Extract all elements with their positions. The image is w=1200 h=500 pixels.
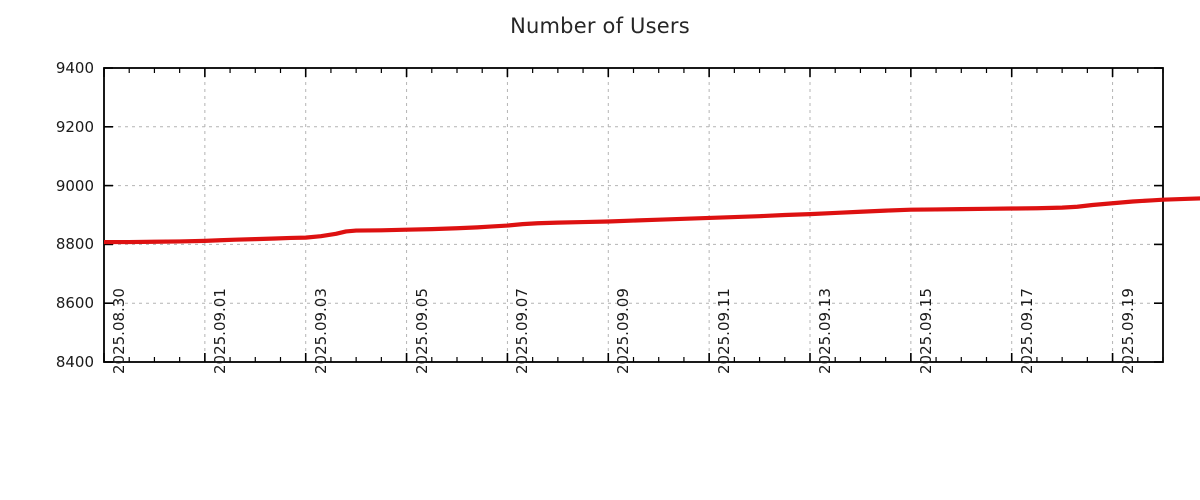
axis-ticks [103, 67, 1164, 363]
plot-frame [103, 67, 1164, 363]
x-axis-tick-label: 2025.09.17 [1017, 288, 1036, 374]
x-axis-tick-label: 2025.09.13 [816, 288, 834, 374]
y-axis-tick-label: 8800 [55, 235, 94, 254]
x-axis-tick-label: 2025.09.15 [916, 288, 935, 374]
x-axis-tick-label: 2025.09.07 [513, 288, 532, 374]
y-axis-tick-label: 9200 [55, 117, 94, 136]
x-axis-tick-label: 2025.09.01 [210, 288, 229, 374]
x-axis-tick-label: 2025.09.09 [614, 288, 633, 374]
y-axis-tick-label: 9400 [55, 59, 94, 77]
y-axis-tick-label: 8400 [55, 353, 94, 371]
y-axis-tick-label: 9000 [55, 176, 94, 195]
x-axis-tick-label: 2025.08.30 [110, 288, 128, 374]
x-axis-tick-label: 2025.09.05 [412, 288, 431, 374]
x-axis-tick-label: 2025.09.03 [311, 288, 330, 374]
gridlines [104, 67, 1163, 363]
x-axis-tick-label: 2025.09.19 [1118, 288, 1137, 374]
x-axis-tick-label: 2025.09.11 [715, 288, 734, 374]
data-series [104, 196, 1200, 245]
chart-title: Number of Users [510, 14, 690, 38]
y-axis-tick-label: 8600 [55, 294, 94, 313]
